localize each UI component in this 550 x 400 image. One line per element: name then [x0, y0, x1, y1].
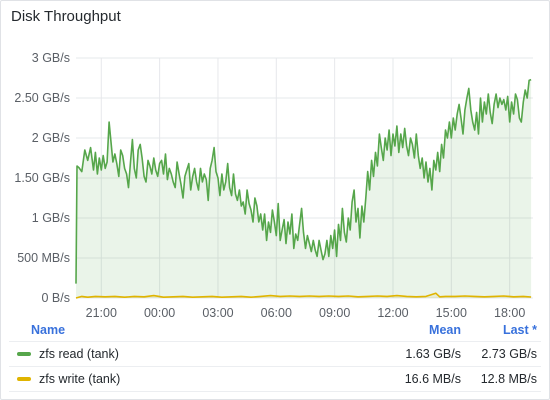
series-layer [75, 78, 532, 299]
x-axis: 21:00 00:00 03:00 06:00 09:00 12:00 15:00 18:00 [86, 306, 526, 319]
legend-header: Name Mean Last * [9, 319, 541, 342]
y-tick-label: 1.50 GB/s [14, 171, 70, 185]
x-tick-label: 21:00 [86, 306, 117, 319]
legend-row-zfs-read[interactable]: zfs read (tank) 1.63 GB/s 2.73 GB/s [9, 342, 541, 367]
legend-table: Name Mean Last * zfs read (tank) 1.63 GB… [9, 319, 541, 392]
legend-row-zfs-write[interactable]: zfs write (tank) 16.6 MB/s 12.8 MB/s [9, 367, 541, 392]
x-tick-label: 18:00 [494, 306, 525, 319]
y-tick-label: 0 B/s [42, 291, 71, 305]
legend-header-mean[interactable]: Mean [429, 323, 461, 337]
y-tick-label: 1 GB/s [32, 211, 70, 225]
legend-series-label[interactable]: zfs read (tank) [39, 347, 119, 361]
y-tick-label: 3 GB/s [32, 51, 70, 65]
x-tick-label: 12:00 [377, 306, 408, 319]
x-tick-label: 00:00 [144, 306, 175, 319]
legend-last-value: 12.8 MB/s [480, 372, 537, 386]
y-tick-label: 500 MB/s [17, 251, 70, 265]
legend-last-value: 2.73 GB/s [481, 347, 537, 361]
panel-title[interactable]: Disk Throughput [11, 8, 121, 25]
legend-header-last[interactable]: Last * [502, 323, 537, 337]
legend-series-label[interactable]: zfs write (tank) [39, 372, 121, 386]
zfs-write-line [75, 292, 532, 299]
zfs-read-area [76, 79, 532, 298]
legend-series-name: zfs read (tank) [9, 347, 381, 361]
zfs-read-line [75, 78, 532, 284]
legend-mean-value: 1.63 GB/s [405, 347, 461, 361]
series-color-swatch [17, 352, 31, 356]
legend-header-name[interactable]: Name [31, 323, 66, 337]
throughput-chart[interactable]: 0 B/s 500 MB/s 1 GB/s 1.50 GB/s 2 GB/s 2.50 G… [1, 1, 549, 319]
x-tick-label: 09:00 [319, 306, 350, 319]
x-tick-label: 06:00 [261, 306, 292, 319]
y-tick-label: 2 GB/s [32, 131, 70, 145]
y-axis: 0 B/s 500 MB/s 1 GB/s 1.50 GB/s 2 GB/s 2.50 G… [14, 51, 70, 305]
series-color-swatch [17, 377, 31, 381]
y-tick-label: 2.50 GB/s [14, 91, 70, 105]
x-tick-label: 03:00 [202, 306, 233, 319]
legend-series-name: zfs write (tank) [9, 372, 381, 386]
x-tick-label: 15:00 [436, 306, 467, 319]
legend-mean-value: 16.6 MB/s [404, 372, 461, 386]
